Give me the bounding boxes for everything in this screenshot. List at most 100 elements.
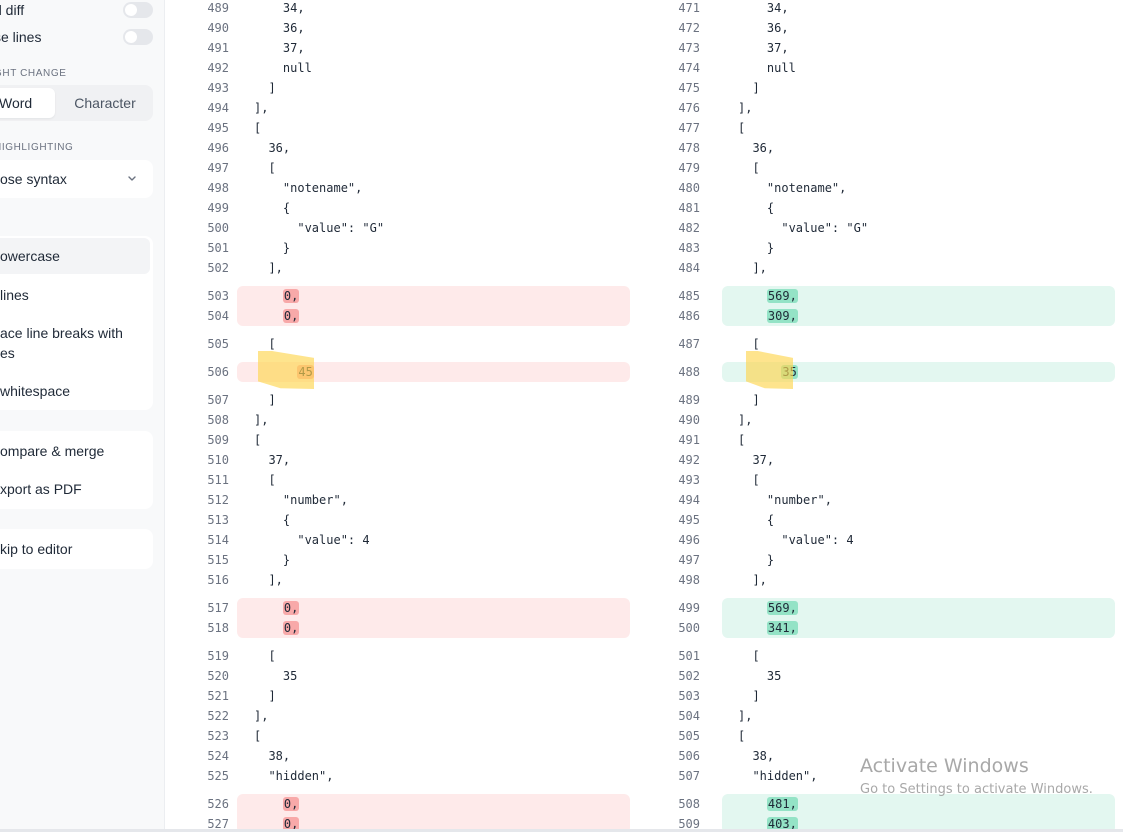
code-line-changed[interactable]: 0,: [254, 306, 300, 326]
code-line[interactable]: 36,: [738, 21, 789, 35]
code-line-changed[interactable]: 0,: [254, 598, 300, 618]
code-line[interactable]: 36,: [254, 141, 291, 155]
line-number: 495: [207, 121, 229, 135]
option-replace-line-breaks[interactable]: ace line breaks with es: [0, 323, 150, 363]
code-line-changed[interactable]: 481,: [738, 794, 798, 814]
code-line-changed[interactable]: 403,: [738, 814, 798, 832]
code-line[interactable]: [: [254, 433, 262, 447]
toggle-row-unified-diff[interactable]: d diff: [0, 0, 160, 20]
code-line[interactable]: "hidden",: [254, 769, 334, 783]
code-line[interactable]: 37,: [738, 453, 775, 467]
toggle-row-collapse-lines[interactable]: se lines: [0, 27, 160, 47]
code-line[interactable]: ]: [254, 689, 276, 703]
line-number: 505: [207, 337, 229, 351]
code-line[interactable]: 34,: [254, 1, 305, 15]
code-line[interactable]: {: [738, 513, 775, 527]
code-line[interactable]: 37,: [254, 453, 291, 467]
toggle-knob: [125, 31, 137, 43]
code-line[interactable]: ],: [254, 413, 269, 427]
line-number: 476: [678, 101, 700, 115]
option-trim-whitespace[interactable]: whitespace: [0, 383, 71, 399]
code-line[interactable]: ]: [738, 81, 760, 95]
option-to-lowercase[interactable]: owercase: [0, 238, 150, 274]
code-line[interactable]: [: [254, 161, 276, 175]
code-line[interactable]: 35: [254, 669, 298, 683]
code-line[interactable]: 36,: [738, 141, 775, 155]
line-number: 501: [678, 649, 700, 663]
code-line[interactable]: 35: [738, 669, 782, 683]
code-line[interactable]: "notename",: [738, 181, 847, 195]
code-line[interactable]: "number",: [738, 493, 832, 507]
code-line[interactable]: [: [254, 729, 262, 743]
export-pdf-button[interactable]: xport as PDF: [0, 481, 82, 497]
code-line[interactable]: {: [254, 513, 291, 527]
code-line[interactable]: }: [738, 241, 775, 255]
code-line[interactable]: [: [738, 473, 760, 487]
code-line[interactable]: ]: [738, 689, 760, 703]
code-line-changed[interactable]: 0,: [254, 814, 300, 832]
code-line[interactable]: 37,: [738, 41, 789, 55]
line-number: 495: [678, 513, 700, 527]
line-number: 496: [678, 533, 700, 547]
code-line[interactable]: "hidden",: [738, 769, 818, 783]
code-line[interactable]: ],: [738, 101, 753, 115]
code-line[interactable]: ]: [254, 393, 276, 407]
indent: [254, 309, 283, 323]
code-line[interactable]: ]: [254, 81, 276, 95]
code-line[interactable]: "value": "G": [254, 221, 385, 235]
code-line[interactable]: [: [254, 649, 276, 663]
code-line-changed[interactable]: 569,: [738, 286, 798, 306]
code-line[interactable]: ],: [254, 101, 269, 115]
code-line[interactable]: 34,: [738, 1, 789, 15]
code-line[interactable]: 36,: [254, 21, 305, 35]
code-line[interactable]: null: [254, 61, 312, 75]
code-line-changed[interactable]: 0,: [254, 618, 300, 638]
code-line[interactable]: [: [738, 649, 760, 663]
code-line[interactable]: [: [738, 337, 760, 351]
code-line[interactable]: 38,: [738, 749, 775, 763]
code-line[interactable]: [: [738, 121, 746, 135]
code-line[interactable]: ],: [738, 413, 753, 427]
syntax-select[interactable]: ose syntax: [0, 160, 153, 198]
code-line[interactable]: }: [254, 241, 291, 255]
code-line-changed[interactable]: 341,: [738, 618, 798, 638]
code-line[interactable]: {: [738, 201, 775, 215]
code-line[interactable]: ],: [738, 709, 753, 723]
skip-to-editor-link[interactable]: kip to editor: [0, 541, 73, 557]
code-line-changed[interactable]: 569,: [738, 598, 798, 618]
code-line[interactable]: [: [254, 121, 262, 135]
code-line[interactable]: [: [738, 433, 746, 447]
code-line[interactable]: ],: [738, 261, 767, 275]
code-line[interactable]: ],: [254, 573, 283, 587]
code-line[interactable]: "value": "G": [738, 221, 869, 235]
line-number: 523: [207, 729, 229, 743]
code-line[interactable]: null: [738, 61, 796, 75]
code-line[interactable]: }: [254, 553, 291, 567]
code-line-changed[interactable]: 0,: [254, 794, 300, 814]
code-line[interactable]: ],: [254, 261, 283, 275]
code-line[interactable]: [: [254, 337, 276, 351]
code-line[interactable]: ],: [254, 709, 269, 723]
code-line[interactable]: [: [738, 161, 760, 175]
code-line[interactable]: "value": 4: [254, 533, 370, 547]
code-line[interactable]: [: [738, 729, 746, 743]
code-line[interactable]: "notename",: [254, 181, 363, 195]
option-sort-lines[interactable]: lines: [0, 287, 29, 303]
code-line[interactable]: 38,: [254, 749, 291, 763]
code-line[interactable]: "value": 4: [738, 533, 854, 547]
code-line-changed[interactable]: 309,: [738, 306, 798, 326]
collapse-lines-toggle[interactable]: [123, 29, 153, 45]
code-line[interactable]: ]: [738, 393, 760, 407]
code-line[interactable]: {: [254, 201, 291, 215]
unified-diff-toggle[interactable]: [123, 2, 153, 18]
code-line[interactable]: [: [254, 473, 276, 487]
compare-merge-button[interactable]: ompare & merge: [0, 443, 105, 459]
line-number: 490: [207, 21, 229, 35]
code-line[interactable]: 37,: [254, 41, 305, 55]
segment-word[interactable]: Word: [0, 88, 55, 118]
code-line-changed[interactable]: 0,: [254, 286, 300, 306]
segment-character[interactable]: Character: [74, 95, 136, 111]
code-line[interactable]: "number",: [254, 493, 348, 507]
code-line[interactable]: ],: [738, 573, 767, 587]
code-line[interactable]: }: [738, 553, 775, 567]
